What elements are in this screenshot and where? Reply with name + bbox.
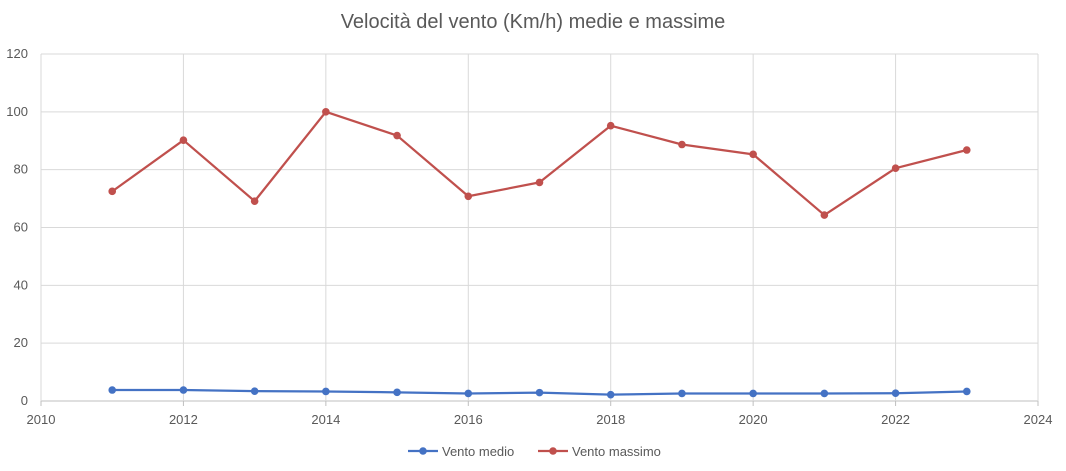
x-tick-label: 2024 [1024,412,1053,427]
data-point [678,389,686,398]
data-point [606,390,615,399]
grid-layer [40,53,1039,406]
x-tick-label: 2012 [169,412,198,427]
data-point [535,388,544,397]
data-point [749,389,757,398]
data-point [322,387,330,396]
tick-labels: 0 20 40 60 80 100 120 2010 2012 2014 2016 2018 2020 2… [6,46,1052,427]
data-point [179,136,188,144]
y-tick-label: 120 [6,46,28,61]
y-tick-label: 80 [14,162,28,177]
x-tick-label: 2016 [454,412,483,427]
chart-title: Velocità del vento (Km/h) medie e massim… [341,11,726,33]
legend-marker [549,447,557,455]
data-point [535,178,544,187]
series-vento-medio [108,386,971,399]
y-tick-label: 20 [14,335,28,350]
series-vento-massimo [108,108,971,219]
data-point [108,386,117,394]
x-tick-label: 2018 [596,412,625,427]
data-point [606,121,615,130]
legend-item: Vento massimo [538,444,661,459]
data-point [962,146,971,154]
data-point [749,150,757,159]
data-point [179,386,188,394]
x-tick-label: 2014 [311,412,340,427]
legend-label: Vento massimo [572,444,661,459]
y-tick-label: 60 [14,220,28,235]
y-tick-label: 40 [14,277,28,292]
data-point [250,197,259,205]
data-point [250,387,259,395]
data-point [464,389,473,398]
legend-label: Vento medio [442,444,514,459]
legend: Vento medio Vento massimo [408,444,661,459]
legend-marker [419,447,427,455]
data-point [820,211,829,219]
data-point [393,131,401,140]
x-tick-label: 2010 [27,412,56,427]
data-point [393,388,401,397]
data-point [820,389,829,398]
x-tick-label: 2020 [739,412,768,427]
y-tick-label: 0 [21,393,28,408]
data-point [891,164,900,173]
data-point [108,187,117,196]
series-layer [108,108,971,399]
legend-item: Vento medio [408,444,514,459]
data-point [678,140,686,149]
y-tick-label: 100 [6,104,28,119]
data-point [962,387,971,396]
data-point [464,192,473,201]
x-tick-label: 2022 [881,412,910,427]
data-point [891,389,900,397]
data-point [322,108,330,116]
series-line [111,110,968,217]
